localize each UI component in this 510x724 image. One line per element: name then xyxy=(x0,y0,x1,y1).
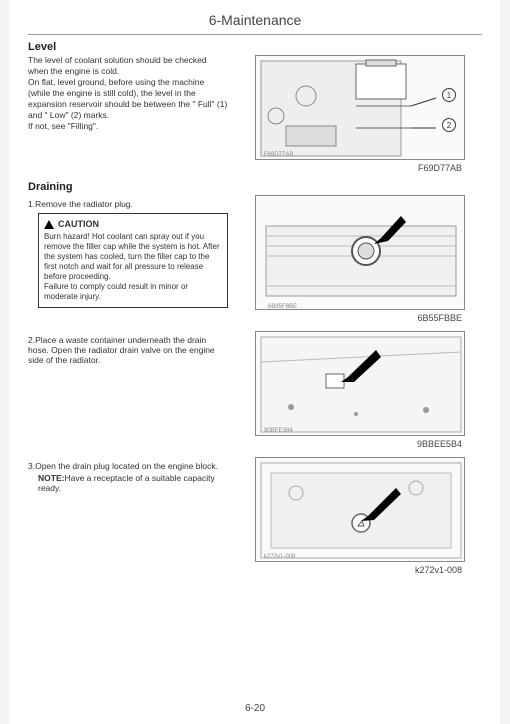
draining-img1-code: 6B55FBBE xyxy=(417,313,462,323)
level-diagram: F69D77AB 1 2 xyxy=(255,55,465,160)
draining-diagram-3: k272v1-008 xyxy=(255,457,465,562)
draining-step2: 2.Place a waste container underneath the… xyxy=(28,335,228,365)
caution-icon xyxy=(44,220,54,229)
page-header: 6-Maintenance xyxy=(28,12,482,35)
callout-1: 1 xyxy=(442,88,456,102)
draining-img2-code: 9BBEE5B4 xyxy=(417,439,462,449)
draining-title: Draining xyxy=(28,181,482,193)
level-title: Level xyxy=(28,41,482,53)
level-body: The level of coolant solution should be … xyxy=(28,55,228,132)
draining-diagram-2: 90BEE384 xyxy=(255,331,465,436)
draining-step3: 3.Open the drain plug located on the eng… xyxy=(28,461,228,471)
draining-step1: 1.Remove the radiator plug. xyxy=(28,199,228,209)
svg-text:F69D77AB: F69D77AB xyxy=(264,152,293,158)
svg-text:k272v1-008: k272v1-008 xyxy=(264,554,296,560)
page-footer: 6-20 xyxy=(10,703,500,714)
draining-diagram-1: 6B85F8BE xyxy=(255,195,465,310)
svg-text:6B85F8BE: 6B85F8BE xyxy=(268,304,297,310)
callout-2: 2 xyxy=(442,118,456,132)
draining-img3-code: k272v1-008 xyxy=(415,565,462,575)
caution-label: CAUTION xyxy=(58,219,99,229)
level-img-code: F69D77AB xyxy=(418,163,462,173)
caution-text: Burn hazard! Hot coolant can spray out i… xyxy=(44,232,222,302)
caution-box: CAUTION Burn hazard! Hot coolant can spr… xyxy=(38,213,228,308)
svg-text:90BEE384: 90BEE384 xyxy=(264,428,293,434)
note-text: Have a receptacle of a suitable capacity… xyxy=(38,473,215,493)
draining-note: NOTE:Have a receptacle of a suitable cap… xyxy=(38,473,228,493)
note-label: NOTE: xyxy=(38,473,64,483)
